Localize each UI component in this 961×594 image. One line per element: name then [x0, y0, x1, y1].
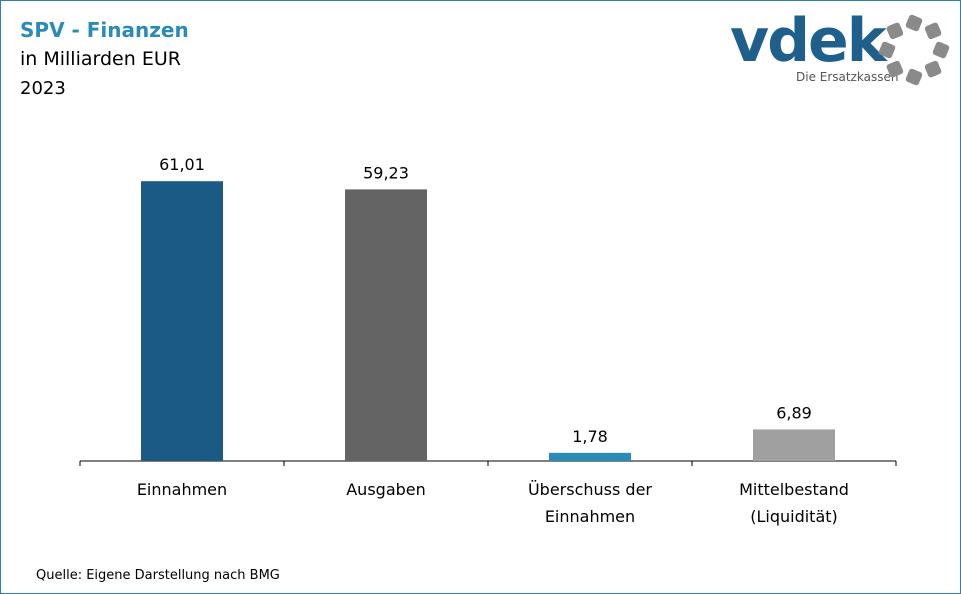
category-label: (Liquidität) [750, 507, 838, 526]
data-label: 61,01 [159, 155, 205, 174]
category-label: Ausgaben [346, 480, 426, 499]
chart-year: 2023 [20, 78, 66, 99]
chart-subtitle: in Milliarden EUR [20, 48, 181, 70]
logo-ring-segment [924, 22, 942, 40]
logo-ring-segment [886, 60, 904, 78]
logo-wordmark: vdek [730, 6, 887, 76]
logo-ring-segment [905, 14, 923, 32]
data-label: 59,23 [363, 163, 409, 182]
bar [549, 452, 631, 461]
data-label: 6,89 [776, 403, 812, 422]
data-label: 1,78 [572, 427, 608, 446]
chart-title: SPV - Finanzen [20, 18, 189, 42]
category-label: Einnahmen [545, 507, 635, 526]
logo-ring-icon [878, 14, 950, 86]
bar [141, 181, 223, 461]
logo-ring-segment [905, 68, 923, 86]
source-note: Quelle: Eigene Darstellung nach BMG [36, 568, 280, 583]
category-label: Einnahmen [137, 480, 227, 499]
logo-ring-segment [924, 60, 942, 78]
bar [345, 189, 427, 462]
logo-ring-segment [886, 22, 904, 40]
logo-tagline: Die Ersatzkassen [796, 70, 899, 84]
logo-ring-segment [932, 41, 950, 59]
category-label: Mittelbestand [739, 480, 849, 499]
category-label: Überschuss der [528, 480, 652, 499]
bar [753, 429, 835, 461]
logo-ring-segment [878, 41, 896, 59]
vdek-logo: vdek Die Ersatzkassen [730, 6, 950, 90]
